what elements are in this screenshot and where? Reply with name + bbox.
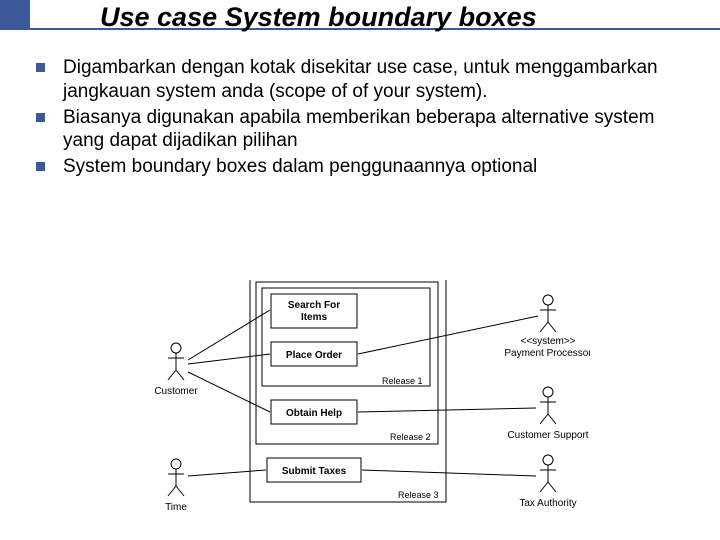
actor-support: Customer Support	[507, 387, 588, 441]
svg-text:Submit Taxes: Submit Taxes	[282, 466, 347, 477]
list-item: System boundary boxes dalam penggunaanny…	[36, 155, 700, 179]
svg-text:Release 2: Release 2	[390, 432, 431, 442]
page-title: Use case System boundary boxes	[100, 2, 537, 33]
bullet-text: System boundary boxes dalam penggunaanny…	[63, 155, 537, 179]
usecase-place: Place Order	[271, 342, 357, 366]
boundary-release3: Release 3	[250, 280, 446, 502]
svg-text:Time: Time	[165, 502, 187, 513]
bullet-text: Digambarkan dengan kotak disekitar use c…	[63, 56, 700, 104]
usecase-submit: Submit Taxes	[267, 458, 361, 482]
bullet-list: Digambarkan dengan kotak disekitar use c…	[36, 56, 700, 181]
edges	[188, 310, 538, 476]
bullet-text: Biasanya digunakan apabila memberikan be…	[63, 106, 700, 154]
svg-text:Payment Processor: Payment Processor	[504, 348, 590, 359]
actor-time: Time	[165, 459, 187, 513]
svg-text:Customer Support: Customer Support	[507, 430, 588, 441]
bullet-icon	[36, 113, 45, 122]
svg-text:Customer: Customer	[154, 386, 198, 397]
actor-tax: Tax Authority	[519, 455, 576, 509]
bullet-icon	[36, 63, 45, 72]
list-item: Digambarkan dengan kotak disekitar use c…	[36, 56, 700, 104]
svg-text:<<system>>: <<system>>	[520, 336, 575, 347]
accent-square	[0, 0, 30, 30]
list-item: Biasanya digunakan apabila memberikan be…	[36, 106, 700, 154]
bullet-icon	[36, 162, 45, 171]
svg-text:Obtain Help: Obtain Help	[286, 408, 342, 419]
actor-customer: Customer	[154, 343, 198, 397]
svg-text:Release 3: Release 3	[398, 490, 439, 500]
svg-text:Search For: Search For	[288, 300, 340, 311]
actor-payment: <<system>> Payment Processor	[504, 295, 590, 359]
boundary-release2: Release 2	[256, 282, 438, 444]
svg-text:Items: Items	[301, 312, 328, 323]
usecase-search: Search For Items	[271, 294, 357, 328]
svg-text:Release 1: Release 1	[382, 376, 423, 386]
svg-text:Tax Authority: Tax Authority	[519, 498, 576, 509]
svg-text:Place Order: Place Order	[286, 350, 342, 361]
usecase-help: Obtain Help	[271, 400, 357, 424]
usecase-diagram: Release 3 Release 2 Release 1 Search For…	[150, 280, 590, 530]
